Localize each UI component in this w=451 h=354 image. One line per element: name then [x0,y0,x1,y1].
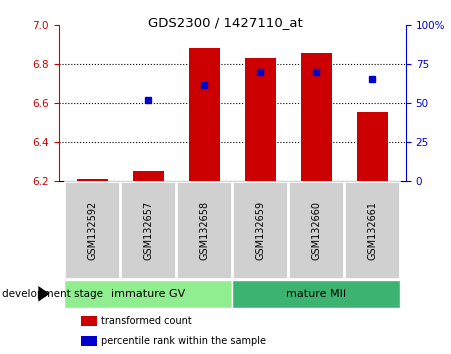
Text: percentile rank within the sample: percentile rank within the sample [101,336,267,346]
Bar [64,280,232,308]
Bar [233,182,288,279]
Bar [77,179,108,181]
Bar [189,48,220,181]
Text: GSM132657: GSM132657 [143,200,153,260]
Bar [345,182,400,279]
Text: transformed count: transformed count [101,316,192,326]
Text: GSM132661: GSM132661 [367,201,377,259]
Text: immature GV: immature GV [111,289,185,299]
Text: mature MII: mature MII [286,289,346,299]
Text: GSM132660: GSM132660 [311,201,321,259]
Bar [65,182,120,279]
Bar [245,58,276,181]
Bar [133,171,164,181]
Bar [301,53,331,181]
Text: GSM132658: GSM132658 [199,200,209,260]
Text: GDS2300 / 1427110_at: GDS2300 / 1427110_at [148,16,303,29]
Text: development stage: development stage [2,289,103,299]
Text: GSM132592: GSM132592 [87,200,97,260]
Bar [357,113,388,181]
Bar [232,280,400,308]
Bar [177,182,232,279]
Bar [121,182,176,279]
Bar [289,182,344,279]
Text: GSM132659: GSM132659 [255,200,265,260]
